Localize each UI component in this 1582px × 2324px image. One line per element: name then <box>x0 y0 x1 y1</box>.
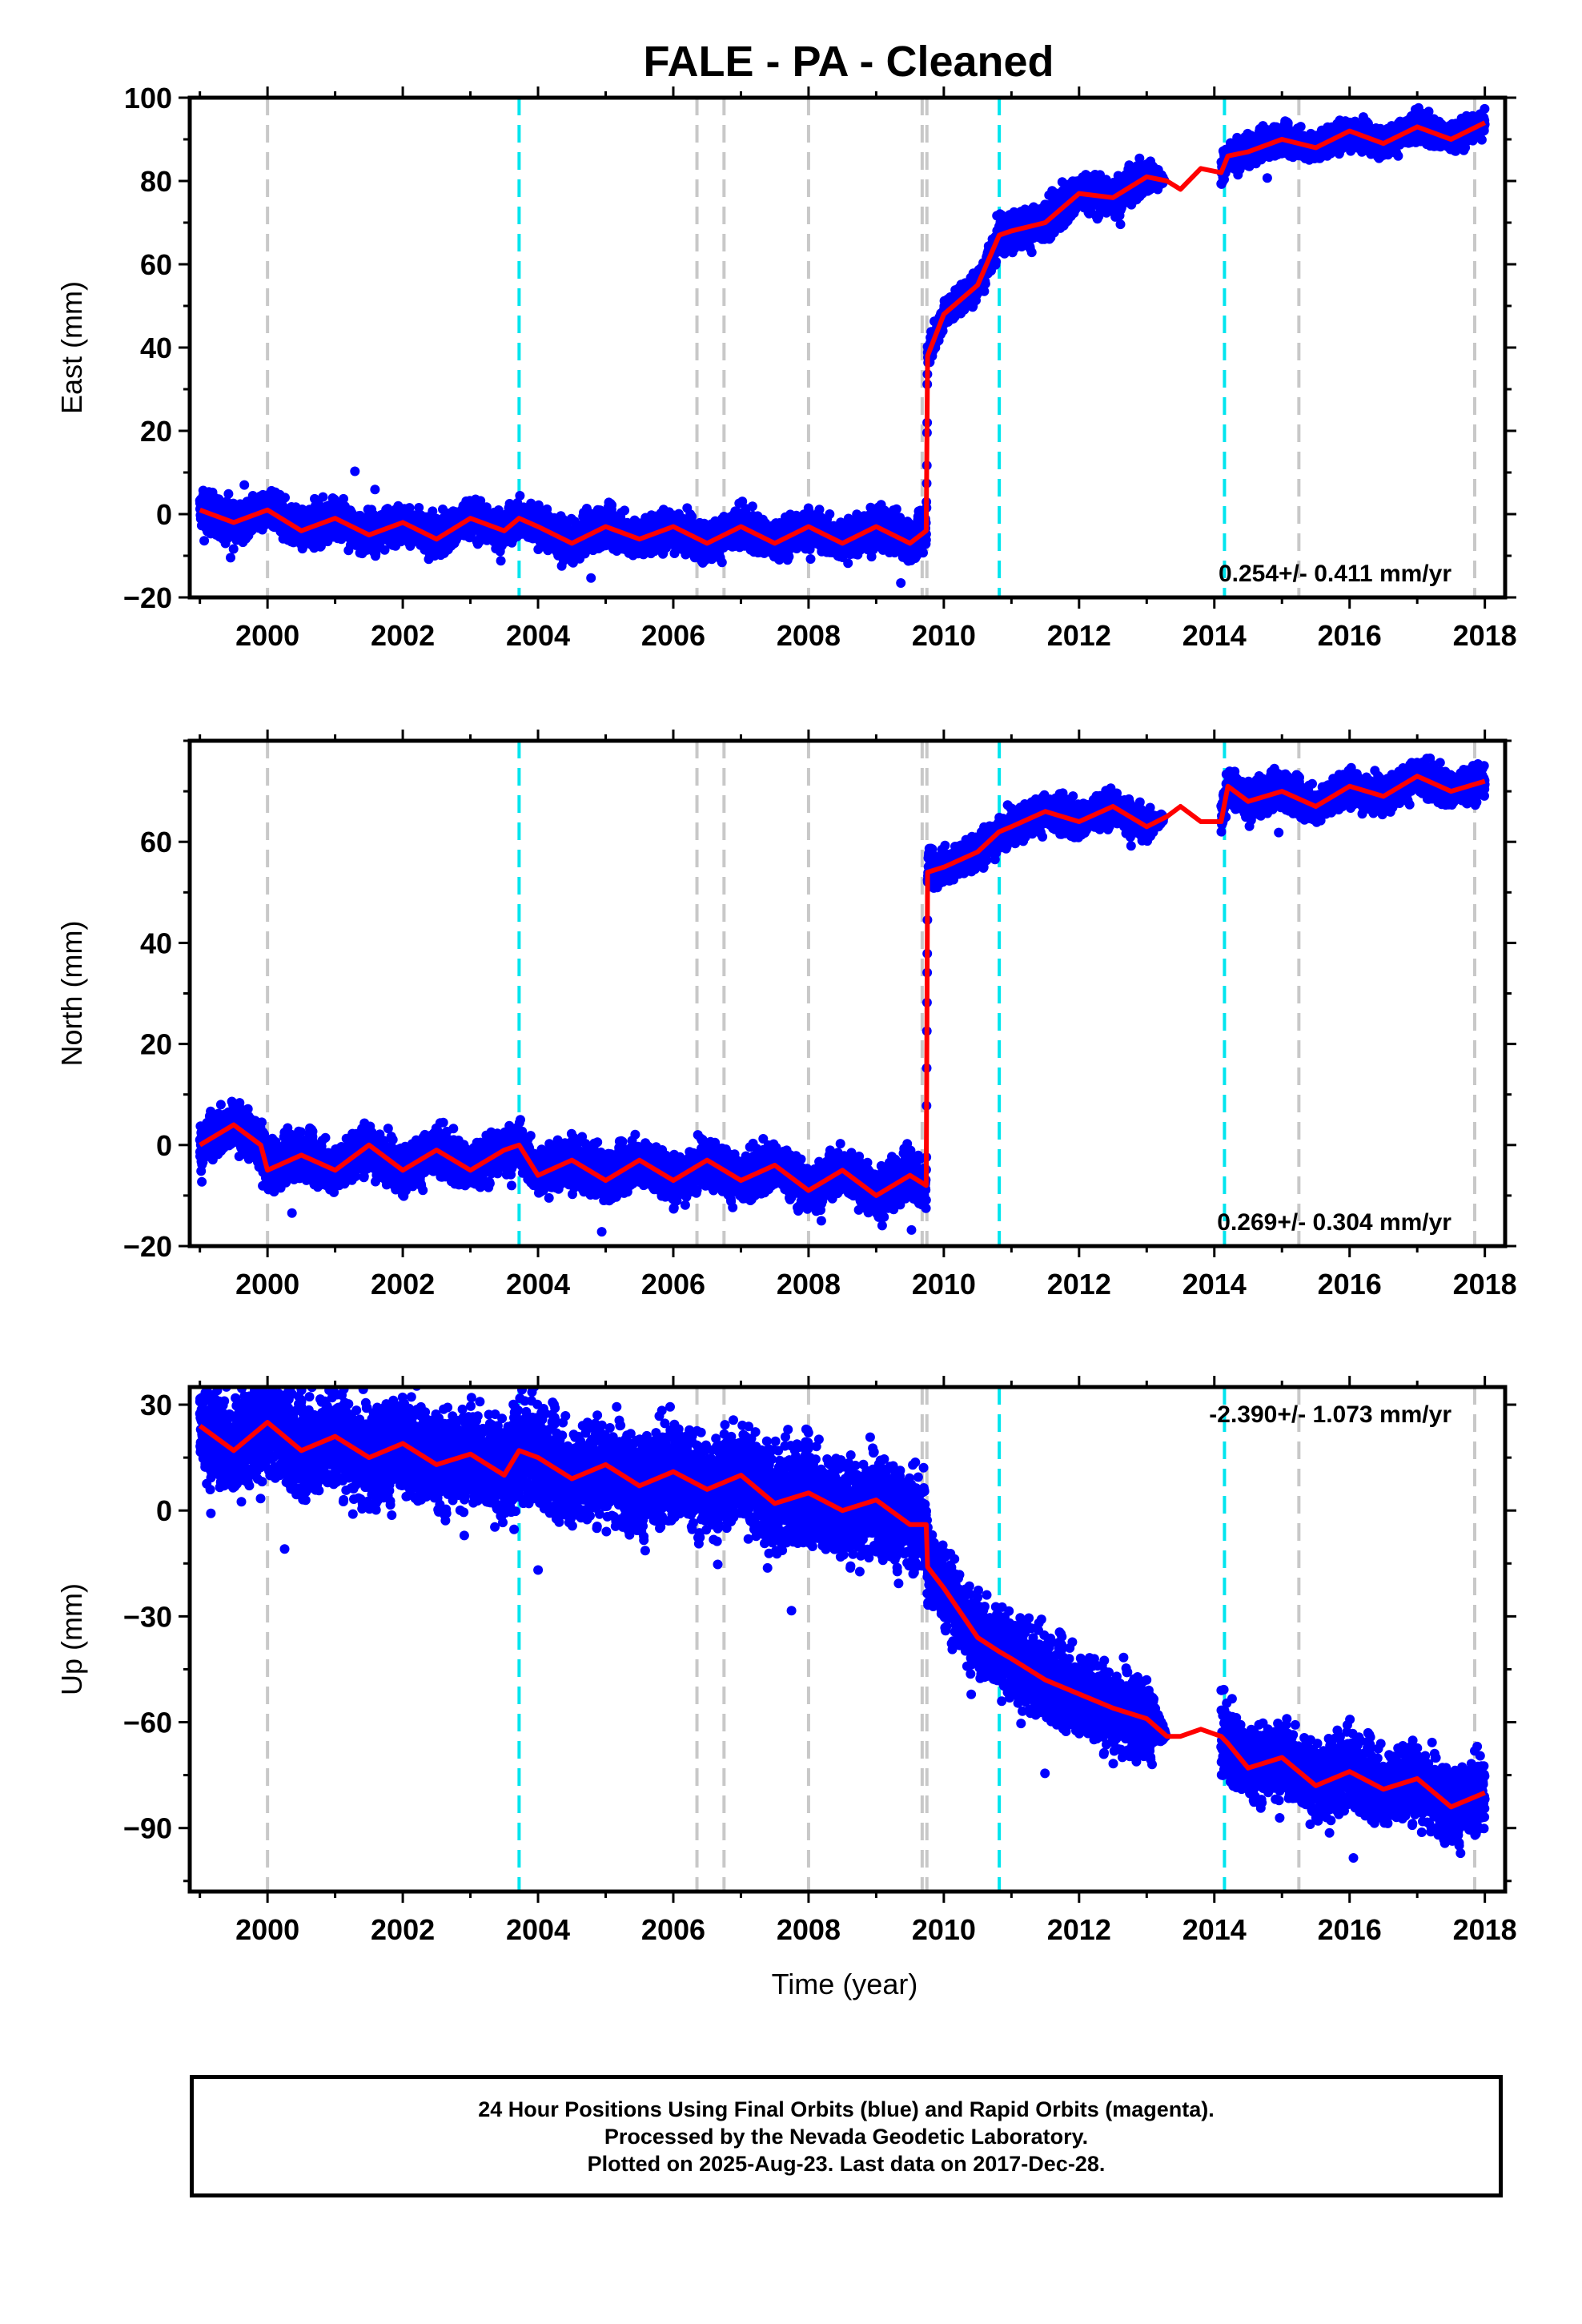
data-point <box>620 505 630 516</box>
data-point <box>586 573 596 583</box>
panels-group: 2000 2002 2004 2006 2008 2010 2012 2014 2016 2018… <box>55 82 1517 1946</box>
data-point <box>843 558 853 569</box>
data-point <box>226 553 235 563</box>
data-point <box>717 557 727 568</box>
data-point <box>515 491 525 501</box>
data-point <box>239 480 250 490</box>
data-point <box>496 556 506 566</box>
data-point <box>805 554 816 564</box>
data-point <box>228 544 239 554</box>
data-point <box>891 504 901 514</box>
data-point <box>814 505 825 515</box>
chart-title: FALE - PA - Cleaned <box>643 38 1054 86</box>
data-point <box>223 489 234 499</box>
data-point <box>318 492 328 502</box>
data-point <box>414 503 424 513</box>
data-points <box>195 103 1490 588</box>
data-point <box>607 500 617 510</box>
data-point <box>825 509 835 519</box>
data-point <box>428 506 438 517</box>
data-point <box>404 503 415 513</box>
data-point <box>280 493 290 503</box>
panel-east: 2000 2002 2004 2006 2008 2010 2012 2014 2016 2018… <box>55 82 1517 652</box>
data-point <box>918 548 928 558</box>
data-point <box>339 493 348 504</box>
data-point <box>747 501 757 512</box>
data-point <box>784 552 794 562</box>
data-point <box>379 545 390 555</box>
data-point <box>370 485 380 495</box>
data-point <box>896 578 906 588</box>
data-point <box>199 536 210 546</box>
data-point <box>350 466 360 476</box>
